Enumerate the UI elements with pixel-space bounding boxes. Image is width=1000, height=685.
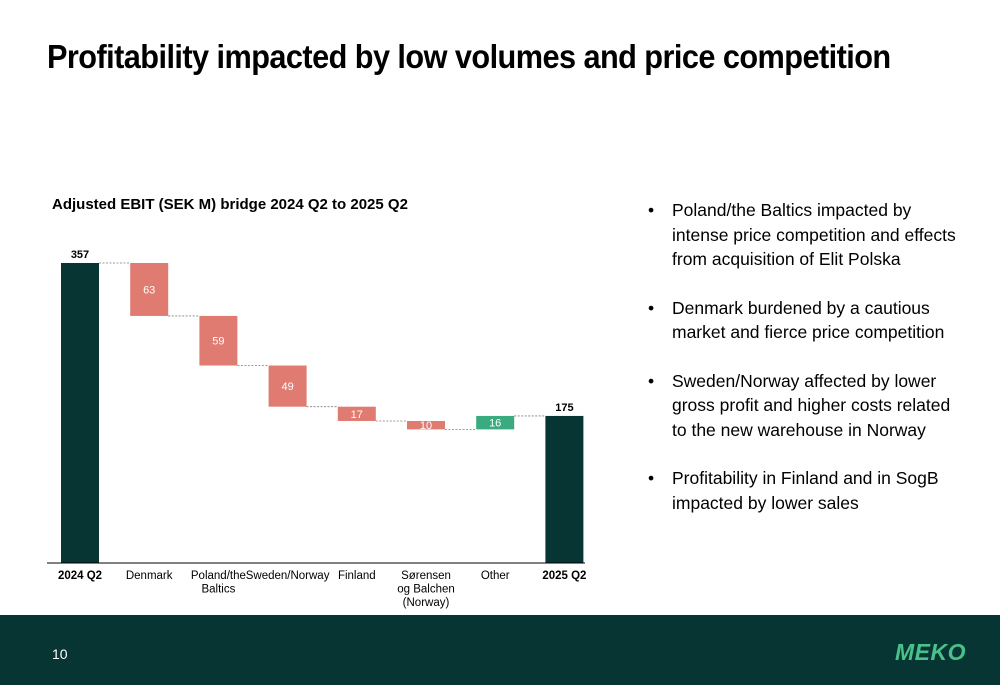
bullet-item: • Sweden/Norway affected by lower gross p… (648, 369, 968, 443)
slide-title: Profitability impacted by low volumes an… (47, 38, 891, 75)
waterfall-chart: 357 63 59 49 17 10 16 175 2024 Q2 Denmark Poland/t… (47, 249, 586, 609)
footer-bar: 10 MEKO (0, 615, 1000, 685)
waterfall-bar (199, 315, 238, 366)
bar-value-label: 49 (281, 381, 293, 393)
bar-value-label: 175 (555, 402, 573, 414)
bullet-item: • Denmark burdened by a cautious market a… (648, 296, 968, 345)
bullet-icon: • (648, 297, 655, 318)
bullet-item: • Profitability in Finland and in SogB im… (648, 466, 968, 515)
waterfall-bar (407, 420, 445, 430)
bullet-item: • Poland/the Baltics impacted by intense … (648, 198, 968, 272)
x-tick-label: 2024 Q2 (58, 570, 102, 582)
bullet-icon: • (648, 200, 655, 220)
waterfall-bar (545, 415, 584, 563)
bar-value-label: 17 (351, 409, 363, 421)
bar-value-label: 357 (71, 249, 89, 261)
bullet-icon: • (648, 468, 655, 488)
chart-title: Adjusted EBIT (SEK M) bridge 2024 Q2 to … (52, 196, 408, 213)
page-number: 10 (52, 646, 68, 662)
x-tick-label: 2025 Q2 (542, 570, 586, 582)
bullet-text: Denmark burdened by a cautious market an… (672, 297, 945, 343)
waterfall-bar (61, 263, 99, 563)
x-tick-label: Sweden/Norway (246, 570, 330, 582)
meko-logo: MEKO (895, 639, 966, 665)
bar-value-label: 59 (212, 336, 224, 348)
x-tick-label: Poland/the Baltics (191, 570, 246, 596)
bullet-text: Poland/the Baltics impacted by intense p… (672, 200, 956, 269)
bullet-icon: • (648, 370, 655, 391)
waterfall-bar (268, 365, 307, 407)
bullet-text: Profitability in Finland and in SogB imp… (672, 468, 939, 513)
waterfall-bar (337, 406, 376, 421)
bullet-text: Sweden/Norway affected by lower gross pr… (672, 370, 951, 440)
x-tick-label: Sørensen og Balchen (Norway) (397, 570, 455, 609)
bar-value-label: 63 (143, 284, 155, 296)
bullet-list: • Poland/the Baltics impacted by intense … (648, 198, 968, 539)
waterfall-bar (130, 263, 169, 316)
waterfall-bar (476, 415, 515, 430)
bar-value-label: 16 (489, 418, 501, 430)
x-tick-label: Finland (338, 570, 376, 582)
x-tick-label: Denmark (126, 570, 173, 582)
bar-value-label: 10 (420, 420, 432, 432)
x-tick-label: Other (481, 570, 510, 582)
